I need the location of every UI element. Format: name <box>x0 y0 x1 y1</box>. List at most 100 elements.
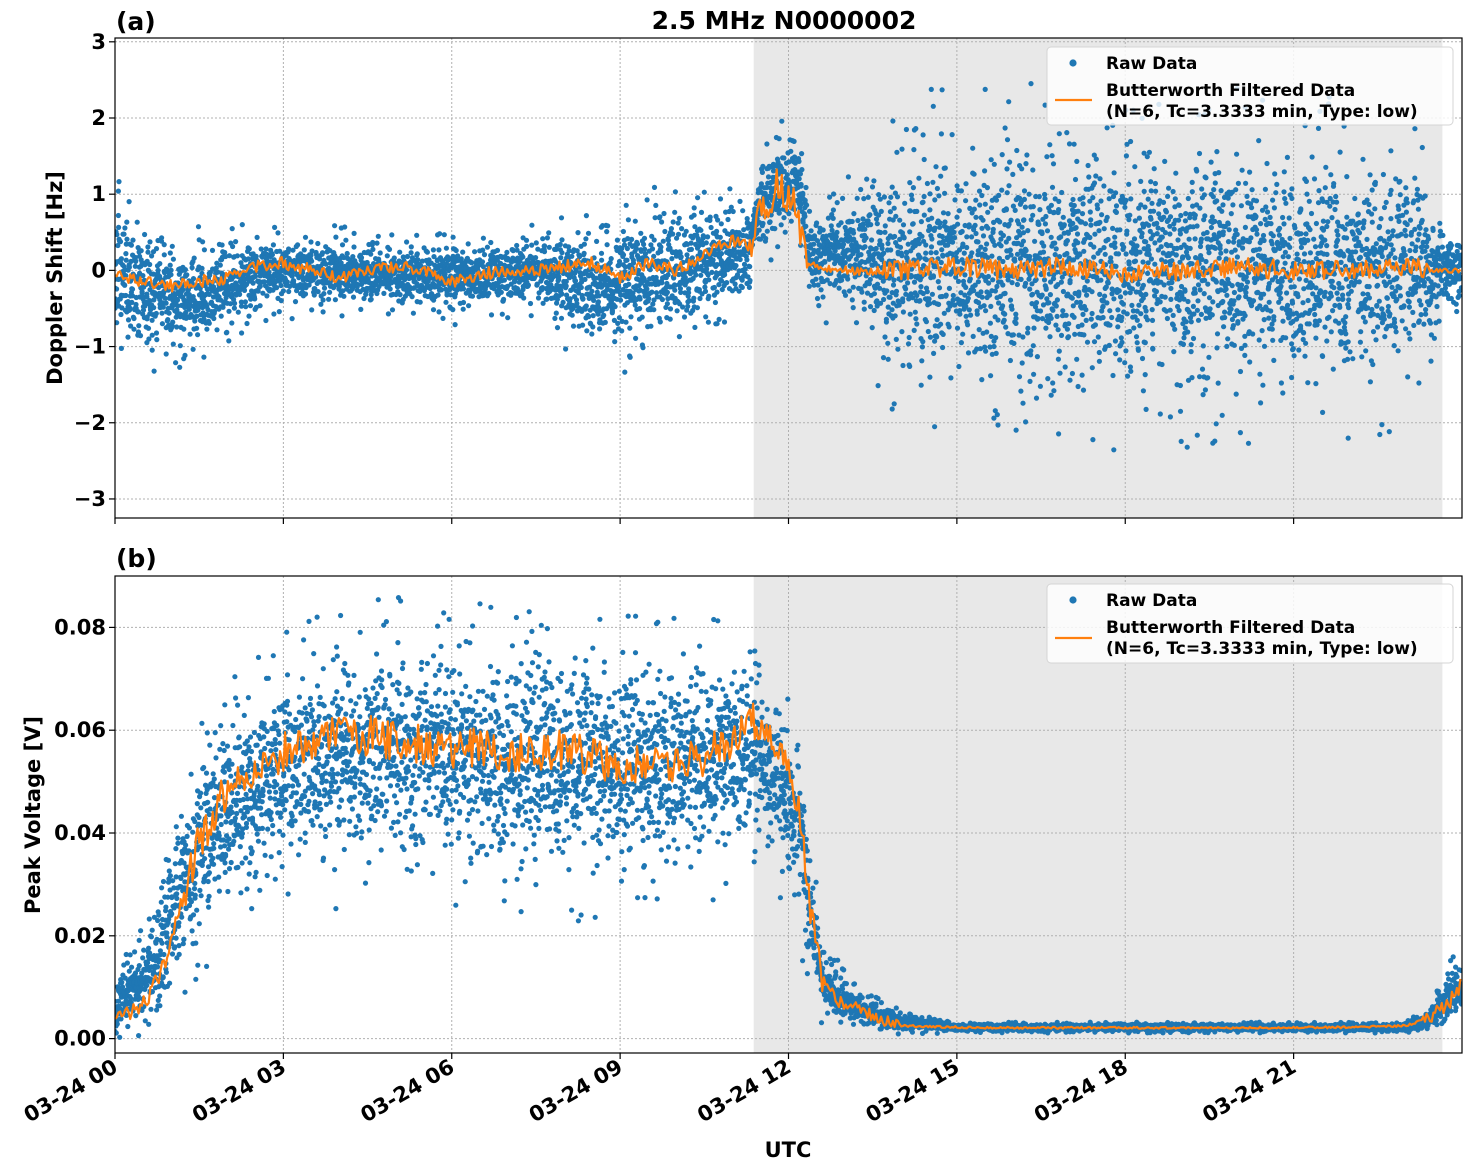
raw-data-point <box>1150 331 1155 336</box>
raw-data-point <box>993 335 998 340</box>
raw-data-point <box>1094 157 1099 162</box>
raw-data-outlier <box>409 244 414 249</box>
raw-data-outlier <box>481 236 486 241</box>
raw-data-outlier <box>673 189 678 194</box>
raw-data-point <box>883 223 888 228</box>
raw-data-point <box>1140 356 1145 361</box>
raw-data-point <box>891 278 896 283</box>
raw-data-point <box>1086 163 1091 168</box>
raw-data-point <box>615 238 620 243</box>
raw-data-point <box>236 310 241 315</box>
raw-data-point <box>591 313 596 318</box>
raw-data-point <box>733 263 738 268</box>
raw-data-point <box>1145 317 1150 322</box>
raw-data-point <box>666 272 671 277</box>
raw-data-point <box>1137 250 1142 255</box>
raw-data-point <box>1091 244 1096 249</box>
raw-data-point <box>783 230 788 235</box>
raw-data-point <box>973 231 978 236</box>
raw-data-point <box>952 235 957 240</box>
raw-data-outlier <box>1111 447 1116 452</box>
raw-data-point <box>888 247 893 252</box>
raw-data-point <box>263 246 268 251</box>
raw-data-point <box>351 295 356 300</box>
raw-data-point <box>1177 203 1182 208</box>
raw-data-point <box>772 226 777 231</box>
raw-data-point <box>170 244 175 249</box>
raw-data-point <box>781 215 786 220</box>
raw-data-outlier <box>332 223 337 228</box>
raw-data-point <box>144 292 149 297</box>
raw-data-outlier <box>1090 437 1095 442</box>
raw-data-outlier <box>1076 384 1081 389</box>
raw-data-point <box>977 189 982 194</box>
raw-data-point <box>599 258 604 263</box>
raw-data-point <box>388 286 393 291</box>
raw-data-point <box>950 132 955 137</box>
raw-data-point <box>195 332 200 337</box>
raw-data-point <box>965 322 970 327</box>
raw-data-outlier <box>201 355 206 360</box>
raw-data-point <box>989 254 994 259</box>
raw-data-point <box>695 305 700 310</box>
raw-data-point <box>621 252 626 257</box>
raw-data-point <box>932 197 937 202</box>
raw-data-outlier <box>1081 388 1086 393</box>
raw-data-point <box>640 315 645 320</box>
raw-data-point <box>604 229 609 234</box>
raw-data-point <box>125 335 130 340</box>
raw-data-point <box>903 286 908 291</box>
raw-data-point <box>1178 213 1183 218</box>
raw-data-point <box>928 250 933 255</box>
raw-data-point <box>870 184 875 189</box>
raw-data-point <box>1083 221 1088 226</box>
raw-data-point <box>1136 348 1141 353</box>
raw-data-point <box>167 311 172 316</box>
raw-data-point <box>1060 308 1065 313</box>
raw-data-point <box>1122 360 1127 365</box>
raw-data-point <box>888 295 893 300</box>
raw-data-point <box>911 147 916 152</box>
raw-data-point <box>526 283 531 288</box>
raw-data-point <box>913 310 918 315</box>
raw-data-point <box>1154 289 1159 294</box>
raw-data-point <box>963 285 968 290</box>
raw-data-point <box>1159 244 1164 249</box>
raw-data-point <box>950 240 955 245</box>
raw-data-point <box>1046 300 1051 305</box>
raw-data-point <box>1035 354 1040 359</box>
raw-data-point <box>124 237 129 242</box>
raw-data-point <box>989 334 994 339</box>
raw-data-point <box>1171 313 1176 318</box>
raw-data-point <box>1030 167 1035 172</box>
raw-data-point <box>1070 197 1075 202</box>
raw-data-outlier <box>524 238 529 243</box>
raw-data-point <box>609 256 614 261</box>
raw-data-point <box>668 306 673 311</box>
raw-data-point <box>913 316 918 321</box>
raw-data-point <box>1098 278 1103 283</box>
raw-data-point <box>978 289 983 294</box>
raw-data-point <box>925 181 930 186</box>
raw-data-point <box>1050 185 1055 190</box>
raw-data-point <box>596 299 601 304</box>
raw-data-point <box>930 180 935 185</box>
raw-data-point <box>943 294 948 299</box>
raw-data-point <box>910 197 915 202</box>
raw-data-point <box>888 195 893 200</box>
raw-data-outlier <box>135 220 140 225</box>
raw-data-point <box>839 220 844 225</box>
raw-data-point <box>1013 208 1018 213</box>
raw-data-point <box>644 286 649 291</box>
raw-data-point <box>472 249 477 254</box>
raw-data-outlier <box>528 301 533 306</box>
raw-data-point <box>942 219 947 224</box>
raw-data-point <box>385 253 390 258</box>
raw-data-point <box>892 234 897 239</box>
raw-data-point <box>188 332 193 337</box>
raw-data-point <box>985 226 990 231</box>
raw-data-point <box>917 298 922 303</box>
raw-data-outlier <box>652 185 657 190</box>
raw-data-point <box>899 329 904 334</box>
raw-data-point <box>1105 215 1110 220</box>
